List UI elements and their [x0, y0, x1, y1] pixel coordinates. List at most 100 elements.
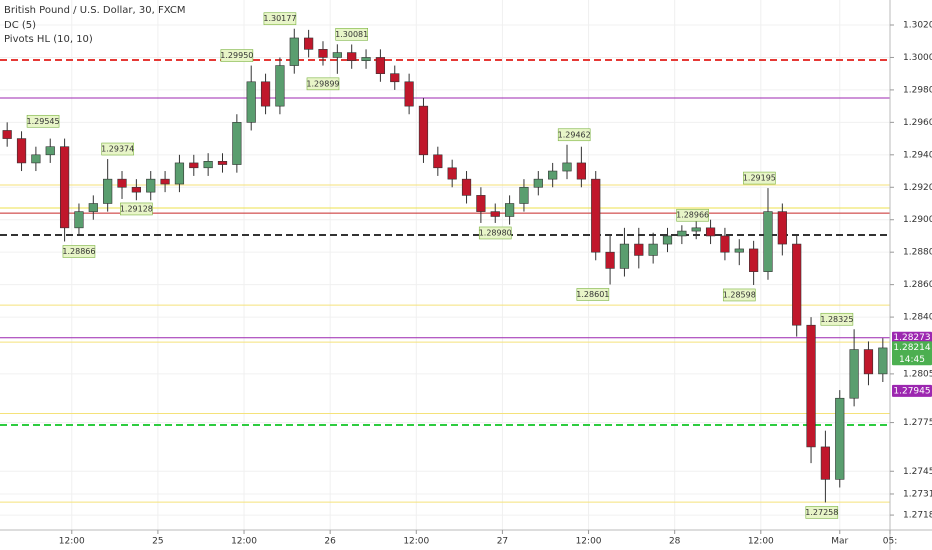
- pivot-label: 1.28325: [820, 315, 853, 324]
- pivot-label: 1.30177: [263, 14, 296, 23]
- candle-body: [45, 146, 55, 156]
- axes: 1.30200 1.30000 1.29800 1.29600 1.29400 1.292…: [59, 20, 932, 547]
- candle-body: [878, 347, 888, 375]
- price-tag: [892, 384, 932, 397]
- candle-body: [749, 248, 759, 272]
- candle-body: [591, 178, 601, 253]
- pivot-label: 1.29950: [220, 51, 253, 60]
- candle-body: [619, 243, 630, 269]
- y-tick-label: 1.28800: [903, 248, 932, 258]
- pivot-label: 1.28866: [62, 247, 95, 256]
- candle-body: [390, 73, 400, 83]
- y-tick-label: 1.27310: [903, 489, 932, 499]
- candle-body: [691, 227, 701, 232]
- pivot-label: 1.29545: [27, 117, 60, 126]
- indicator-label: DC (5): [4, 20, 36, 31]
- pivot-box: [220, 49, 254, 62]
- y-tick-label: 1.27180: [903, 511, 932, 521]
- y-tick-label: 1.29200: [903, 183, 932, 193]
- candle-body: [2, 130, 12, 139]
- candle-body: [605, 251, 615, 269]
- candle-body: [289, 37, 299, 66]
- candle-body: [217, 161, 228, 165]
- candle-body: [203, 161, 213, 169]
- x-tick-label: 12:00: [59, 537, 85, 547]
- x-tick-label: 12:00: [748, 537, 774, 547]
- pivot-box: [306, 77, 340, 91]
- pivot-label: 1.28598: [723, 290, 756, 299]
- y-tick-label: 1.29600: [903, 118, 932, 128]
- candle-body: [835, 397, 845, 480]
- price-tag-label: 1.27945: [893, 386, 930, 396]
- candle-body: [232, 122, 242, 165]
- y-tick-label: 1.30000: [903, 53, 932, 63]
- candle-body: [461, 178, 472, 196]
- pivot-label: 1.29899: [306, 79, 339, 88]
- candle-body: [375, 57, 386, 74]
- pivot-box: [676, 208, 709, 222]
- price-tag-label: 1.28273: [893, 333, 930, 343]
- pivot-box: [101, 142, 135, 156]
- price-tag: [892, 341, 932, 366]
- y-tick-label: 1.27450: [903, 467, 932, 477]
- candle-body: [705, 227, 716, 237]
- candles: [2, 28, 888, 503]
- candle-body: [576, 162, 586, 180]
- x-tick-label: 26: [324, 537, 336, 547]
- levels: [0, 59, 890, 503]
- x-tick-label: 27: [497, 537, 508, 547]
- candle-body: [433, 154, 443, 169]
- pivot-box: [335, 28, 368, 41]
- candle-body: [763, 211, 773, 272]
- candle-body: [146, 178, 156, 193]
- pivot-box: [576, 288, 610, 301]
- pivot-box: [26, 114, 60, 128]
- candle-body: [275, 65, 285, 107]
- candle-body: [504, 203, 515, 217]
- candle-body: [174, 162, 185, 185]
- pivot-label: 1.29128: [120, 204, 153, 213]
- candle-body: [820, 446, 831, 480]
- x-tick-label: 05:: [883, 537, 897, 547]
- pivot-box: [722, 288, 756, 302]
- pivot-label: 1.30081: [335, 30, 368, 39]
- candle-body: [677, 230, 687, 237]
- y-tick-label: 1.29800: [903, 85, 932, 95]
- pivot-box: [820, 312, 854, 326]
- x-tick-label: 12:00: [231, 537, 257, 547]
- countdown-label: 14:45: [899, 355, 925, 365]
- grid: [0, 0, 891, 530]
- pivot-box: [263, 12, 297, 26]
- x-tick-label: 12:00: [576, 537, 602, 547]
- pivot-label: 1.28980: [479, 228, 512, 237]
- pivot-label: 1.28966: [676, 211, 709, 220]
- candle-body: [332, 52, 342, 58]
- candle-body: [447, 167, 457, 180]
- candle-body: [88, 203, 98, 212]
- candle-body: [490, 211, 500, 217]
- chart-title: British Pound / U.S. Dollar, 30, FXCM: [4, 5, 185, 16]
- y-tick-label: 1.28600: [903, 280, 932, 290]
- pivot-label: 1.28601: [576, 290, 609, 299]
- candle-body: [562, 162, 572, 172]
- candle-body: [16, 138, 27, 164]
- candle-body: [662, 235, 673, 245]
- candle-body: [476, 195, 486, 212]
- y-tick-label: 1.28050: [903, 369, 932, 379]
- pivot-label: 1.27258: [805, 508, 838, 517]
- candle-body: [318, 49, 328, 58]
- candle-body: [246, 81, 256, 123]
- indicator-label: Pivots HL (10, 10): [4, 34, 93, 45]
- pivot-label: 1.29195: [743, 174, 776, 183]
- candle-body: [634, 243, 644, 256]
- candle-body: [160, 178, 170, 185]
- candle-body: [863, 349, 874, 375]
- candle-body: [260, 81, 271, 107]
- y-tick-label: 1.29400: [903, 150, 932, 160]
- candle-body: [849, 349, 859, 399]
- x-tick-label: 12:00: [403, 537, 429, 547]
- candle-body: [103, 178, 113, 204]
- pivot-box: [805, 506, 839, 519]
